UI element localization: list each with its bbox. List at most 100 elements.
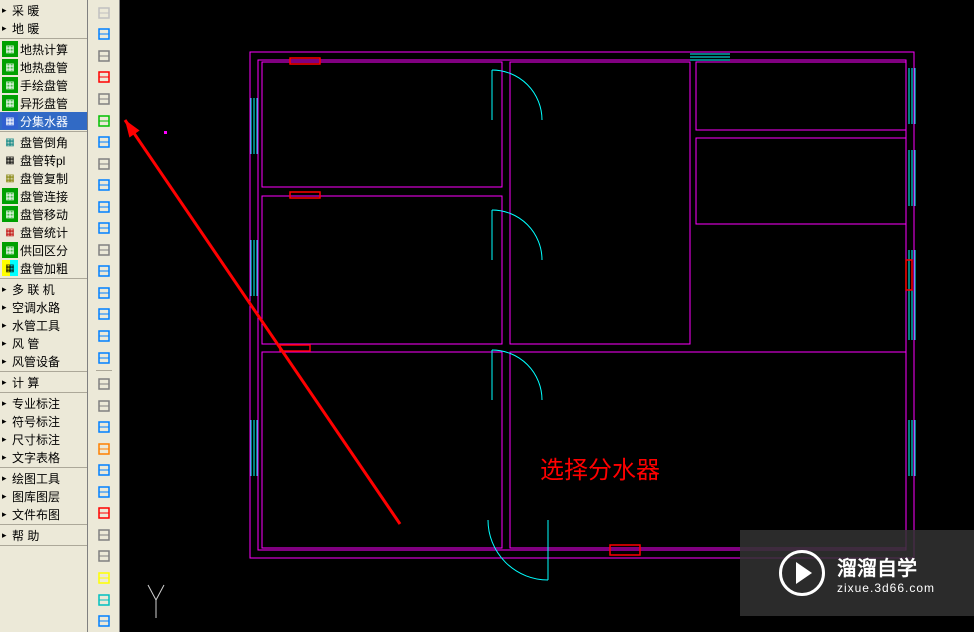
- sidebar-item-label: 风管设备: [12, 353, 60, 370]
- move-icon: ▦: [2, 206, 18, 222]
- tool-15[interactable]: [94, 305, 114, 325]
- tool-17[interactable]: [94, 348, 114, 368]
- vertical-toolbar: [88, 0, 120, 632]
- sidebar-item[interactable]: 采 暖: [0, 1, 87, 19]
- sidebar-item-label: 专业标注: [12, 395, 60, 412]
- sidebar-item[interactable]: ▦供回区分: [0, 241, 87, 259]
- hand-coil-icon: ▦: [2, 77, 18, 93]
- sidebar-item[interactable]: ▦地热计算: [0, 40, 87, 58]
- sidebar-item-label: 盘管移动: [20, 206, 68, 223]
- sidebar-item-label: 风 管: [12, 335, 39, 352]
- sidebar-item-label: 空调水路: [12, 299, 60, 316]
- tool-9[interactable]: [94, 175, 114, 195]
- stat-icon: ▦: [2, 224, 18, 240]
- tool-19[interactable]: [94, 396, 114, 416]
- tool-11[interactable]: [94, 218, 114, 238]
- sidebar-item-label: 供回区分: [20, 242, 68, 259]
- sidebar-item[interactable]: 文字表格: [0, 448, 87, 466]
- sidebar-item[interactable]: 风管设备: [0, 352, 87, 370]
- tool-25[interactable]: [94, 525, 114, 545]
- sidebar-item[interactable]: ▦盘管转pl: [0, 151, 87, 169]
- sidebar-item-label: 多 联 机: [12, 281, 55, 298]
- sidebar-item[interactable]: 专业标注: [0, 394, 87, 412]
- sidebar-item[interactable]: 多 联 机: [0, 280, 87, 298]
- tool-10[interactable]: [94, 197, 114, 217]
- tool-7[interactable]: [94, 132, 114, 152]
- sidebar-item[interactable]: 文件布图: [0, 505, 87, 523]
- fillet-icon: ▦: [2, 134, 18, 150]
- sidebar-item-label: 尺寸标注: [12, 431, 60, 448]
- sidebar-item[interactable]: 水管工具: [0, 316, 87, 334]
- sidebar-item-label: 地热计算: [20, 41, 68, 58]
- sidebar-item[interactable]: ▦盘管加粗: [0, 259, 87, 277]
- tool-26[interactable]: [94, 547, 114, 567]
- sidebar-item[interactable]: 空调水路: [0, 298, 87, 316]
- special-coil-icon: ▦: [2, 95, 18, 111]
- tool-4[interactable]: [94, 68, 114, 88]
- sidebar-item-label: 盘管转pl: [20, 152, 65, 169]
- sidebar-item-label: 绘图工具: [12, 470, 60, 487]
- sidebar-item-label: 水管工具: [12, 317, 60, 334]
- watermark: 溜溜自学 zixue.3d66.com: [740, 530, 974, 616]
- calc-icon: ▦: [2, 41, 18, 57]
- sidebar-item[interactable]: ▦地热盘管: [0, 58, 87, 76]
- supply-icon: ▦: [2, 242, 18, 258]
- sidebar-item[interactable]: ▦盘管复制: [0, 169, 87, 187]
- sidebar-item[interactable]: 符号标注: [0, 412, 87, 430]
- tool-13[interactable]: [94, 262, 114, 282]
- tool-22[interactable]: [94, 460, 114, 480]
- manifold-icon: ▦: [2, 113, 18, 129]
- tool-28[interactable]: [94, 590, 114, 610]
- sidebar-item[interactable]: ▦盘管统计: [0, 223, 87, 241]
- sidebar-item-label: 异形盘管: [20, 95, 68, 112]
- tool-24[interactable]: [94, 504, 114, 524]
- sidebar-item[interactable]: ▦异形盘管: [0, 94, 87, 112]
- sidebar-item-label: 盘管倒角: [20, 134, 68, 151]
- connect-icon: ▦: [2, 188, 18, 204]
- tool-3[interactable]: [94, 46, 114, 66]
- sidebar-item[interactable]: 风 管: [0, 334, 87, 352]
- tool-23[interactable]: [94, 482, 114, 502]
- sidebar-item-label: 符号标注: [12, 413, 60, 430]
- coil-icon: ▦: [2, 59, 18, 75]
- tool-6[interactable]: [94, 111, 114, 131]
- tool-18[interactable]: [94, 374, 114, 394]
- tool-20[interactable]: [94, 417, 114, 437]
- sidebar: 采 暖地 暖▦地热计算▦地热盘管▦手绘盘管▦异形盘管▦分集水器▦盘管倒角▦盘管转…: [0, 0, 88, 632]
- sidebar-item-label: 文字表格: [12, 449, 60, 466]
- sidebar-item[interactable]: 图库图层: [0, 487, 87, 505]
- sidebar-item-label: 盘管统计: [20, 224, 68, 241]
- sidebar-item[interactable]: ▦盘管移动: [0, 205, 87, 223]
- tool-2[interactable]: [94, 25, 114, 45]
- sidebar-item[interactable]: ▦盘管倒角: [0, 133, 87, 151]
- sidebar-item-label: 盘管复制: [20, 170, 68, 187]
- pl-icon: ▦: [2, 152, 18, 168]
- watermark-text: 溜溜自学 zixue.3d66.com: [837, 552, 935, 595]
- bold-icon: ▦: [2, 260, 18, 276]
- tool-8[interactable]: [94, 154, 114, 174]
- sidebar-item-label: 计 算: [12, 374, 39, 391]
- sidebar-item[interactable]: ▦盘管连接: [0, 187, 87, 205]
- sidebar-item-label: 文件布图: [12, 506, 60, 523]
- sidebar-item-label: 地 暖: [12, 20, 39, 37]
- tool-1[interactable]: [94, 3, 114, 23]
- tool-27[interactable]: [94, 568, 114, 588]
- watermark-url: zixue.3d66.com: [837, 581, 935, 595]
- tool-14[interactable]: [94, 283, 114, 303]
- sidebar-item[interactable]: 帮 助: [0, 526, 87, 544]
- sidebar-item[interactable]: 尺寸标注: [0, 430, 87, 448]
- tool-29[interactable]: [94, 611, 114, 631]
- play-icon: [779, 550, 825, 596]
- sidebar-item-label: 地热盘管: [20, 59, 68, 76]
- watermark-title: 溜溜自学: [837, 552, 935, 581]
- tool-16[interactable]: [94, 326, 114, 346]
- sidebar-item-label: 盘管加粗: [20, 260, 68, 277]
- sidebar-item[interactable]: 绘图工具: [0, 469, 87, 487]
- sidebar-item[interactable]: ▦手绘盘管: [0, 76, 87, 94]
- sidebar-item[interactable]: ▦分集水器: [0, 112, 87, 130]
- tool-21[interactable]: [94, 439, 114, 459]
- sidebar-item[interactable]: 计 算: [0, 373, 87, 391]
- tool-5[interactable]: [94, 89, 114, 109]
- sidebar-item[interactable]: 地 暖: [0, 19, 87, 37]
- tool-12[interactable]: [94, 240, 114, 260]
